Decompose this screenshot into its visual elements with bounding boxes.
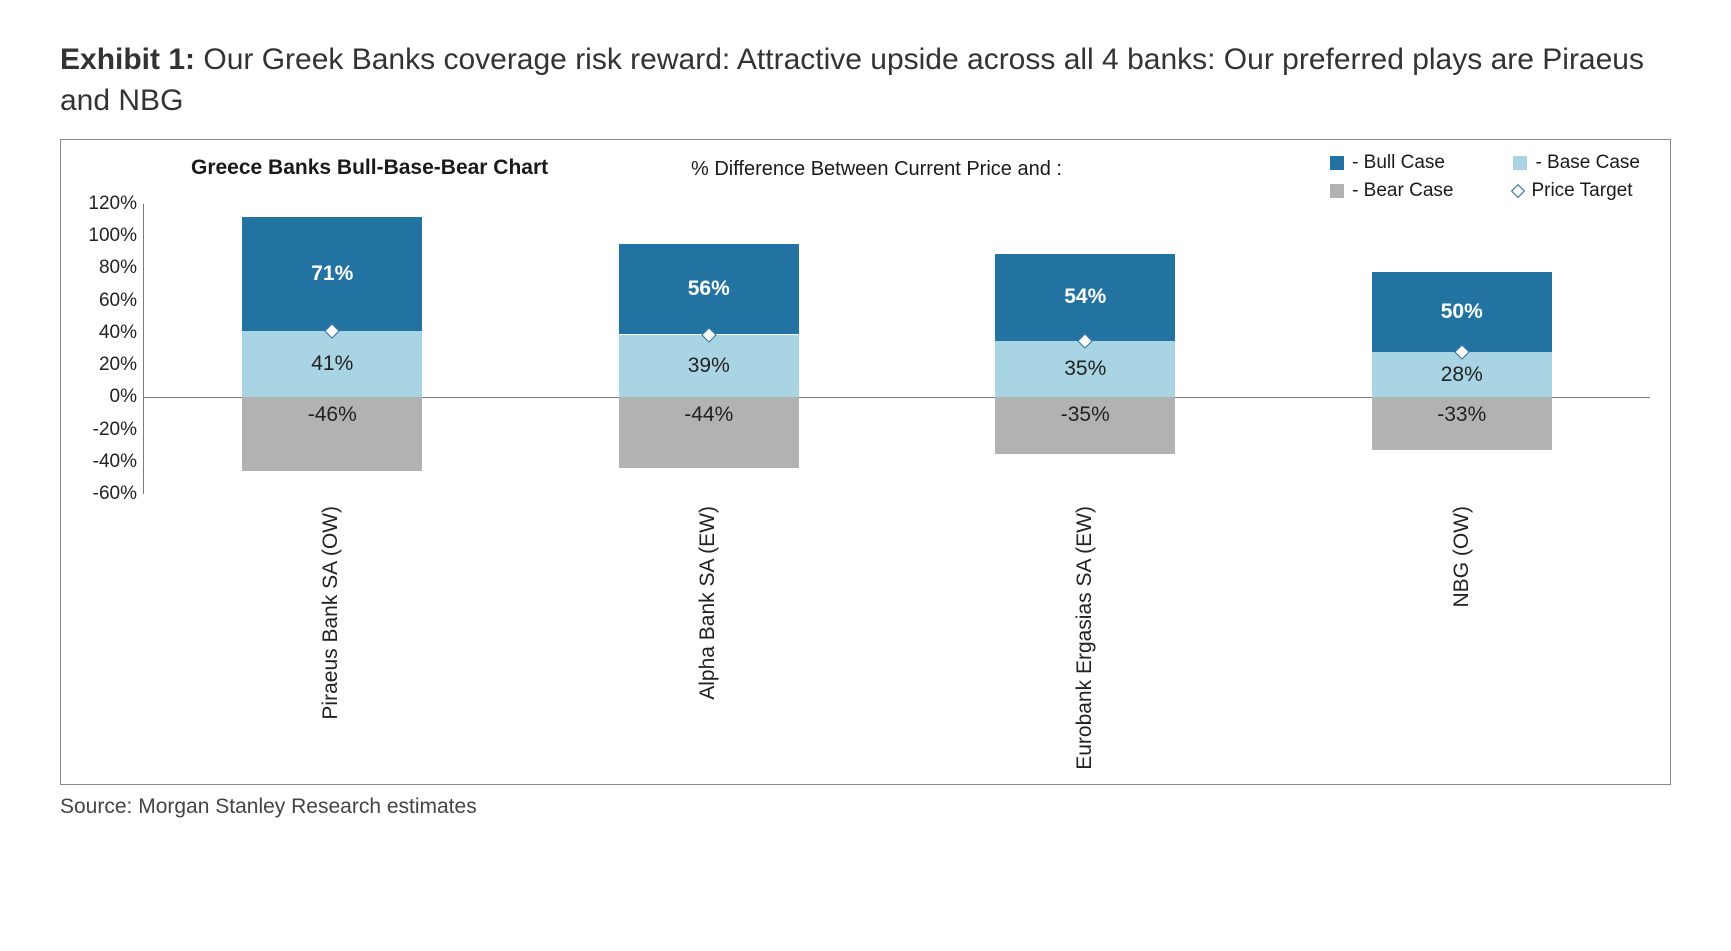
y-tick-label: -20%	[71, 419, 137, 441]
y-tick-label: -60%	[71, 483, 137, 505]
legend-swatch-price-target	[1511, 184, 1525, 198]
legend-label-price-target: Price Target	[1531, 180, 1632, 202]
bar-stack: -33%28%50%	[1372, 204, 1552, 494]
bar-segment-bull: 56%	[619, 244, 799, 334]
chart-container: Greece Banks Bull-Base-Bear Chart % Diff…	[60, 139, 1671, 785]
bar-segment-bear: -35%	[995, 397, 1175, 453]
y-tick-label: 100%	[71, 225, 137, 247]
chart-header: Greece Banks Bull-Base-Bear Chart % Diff…	[71, 150, 1650, 204]
exhibit-label: Exhibit 1:	[60, 43, 195, 76]
legend-swatch-base	[1513, 156, 1527, 170]
chart-legend: - Bull Case - Base Case - Bear Case Pric…	[1330, 152, 1640, 202]
bar-slot: -33%28%50%	[1274, 204, 1651, 494]
y-tick-label: -40%	[71, 451, 137, 473]
y-tick-label: 0%	[71, 386, 137, 408]
bars-container: -46%41%71% -44%39%56% -35%35%54% -33%28%50%	[144, 204, 1650, 494]
bar-slot: -44%39%56%	[521, 204, 898, 494]
source-note: Source: Morgan Stanley Research estimate…	[60, 795, 1671, 819]
plot: -46%41%71% -44%39%56% -35%35%54% -33%28%50%	[143, 204, 1650, 494]
x-axis-labels: Piraeus Bank SA (OW) Alpha Bank SA (EW) Eu…	[143, 494, 1650, 774]
x-axis-label: Eurobank Ergasias SA (EW)	[1073, 506, 1097, 770]
x-axis-label: NBG (OW)	[1450, 506, 1474, 607]
y-tick-label: 80%	[71, 257, 137, 279]
legend-label-bull: - Bull Case	[1352, 152, 1445, 174]
legend-label-bear: - Bear Case	[1352, 180, 1453, 202]
bar-stack: -44%39%56%	[619, 204, 799, 494]
chart-title: Greece Banks Bull-Base-Bear Chart	[191, 156, 548, 180]
bar-segment-bull: 50%	[1372, 272, 1552, 353]
legend-swatch-bull	[1330, 156, 1344, 170]
bar-slot: -46%41%71%	[144, 204, 521, 494]
x-label-slot: Piraeus Bank SA (OW)	[143, 494, 520, 774]
bar-segment-bear: -33%	[1372, 397, 1552, 450]
page: Exhibit 1: Our Greek Banks coverage risk…	[0, 0, 1731, 849]
y-tick-label: 40%	[71, 322, 137, 344]
x-label-slot: Eurobank Ergasias SA (EW)	[897, 494, 1274, 774]
plot-area: 120%100%80%60%40%20%0%-20%-40%-60% -46%4…	[71, 204, 1650, 494]
legend-label-base: - Base Case	[1535, 152, 1640, 174]
bar-stack: -46%41%71%	[242, 204, 422, 494]
bar-segment-bear: -46%	[242, 397, 422, 471]
y-axis: 120%100%80%60%40%20%0%-20%-40%-60%	[71, 204, 143, 494]
legend-swatch-bear	[1330, 184, 1344, 198]
exhibit-title-text: Our Greek Banks coverage risk reward: At…	[60, 43, 1644, 117]
bar-segment-bear: -44%	[619, 397, 799, 468]
x-axis-label: Alpha Bank SA (EW)	[696, 506, 720, 700]
exhibit-title: Exhibit 1: Our Greek Banks coverage risk…	[60, 40, 1671, 121]
y-tick-label: 120%	[71, 193, 137, 215]
bar-stack: -35%35%54%	[995, 204, 1175, 494]
bar-segment-base: 35%	[995, 341, 1175, 397]
bar-segment-base: 41%	[242, 331, 422, 397]
legend-item-base: - Base Case	[1513, 152, 1640, 174]
legend-item-bull: - Bull Case	[1330, 152, 1453, 174]
y-tick-label: 20%	[71, 354, 137, 376]
bar-slot: -35%35%54%	[897, 204, 1274, 494]
x-label-slot: Alpha Bank SA (EW)	[520, 494, 897, 774]
x-label-slot: NBG (OW)	[1273, 494, 1650, 774]
bar-segment-bull: 54%	[995, 254, 1175, 341]
bar-segment-base: 39%	[619, 335, 799, 398]
legend-item-bear: - Bear Case	[1330, 180, 1453, 202]
bar-segment-bull: 71%	[242, 217, 422, 331]
y-tick-label: 60%	[71, 290, 137, 312]
chart-subtitle: % Difference Between Current Price and :	[691, 158, 1062, 181]
x-axis-label: Piraeus Bank SA (OW)	[319, 506, 343, 720]
legend-item-price-target: Price Target	[1513, 180, 1640, 202]
